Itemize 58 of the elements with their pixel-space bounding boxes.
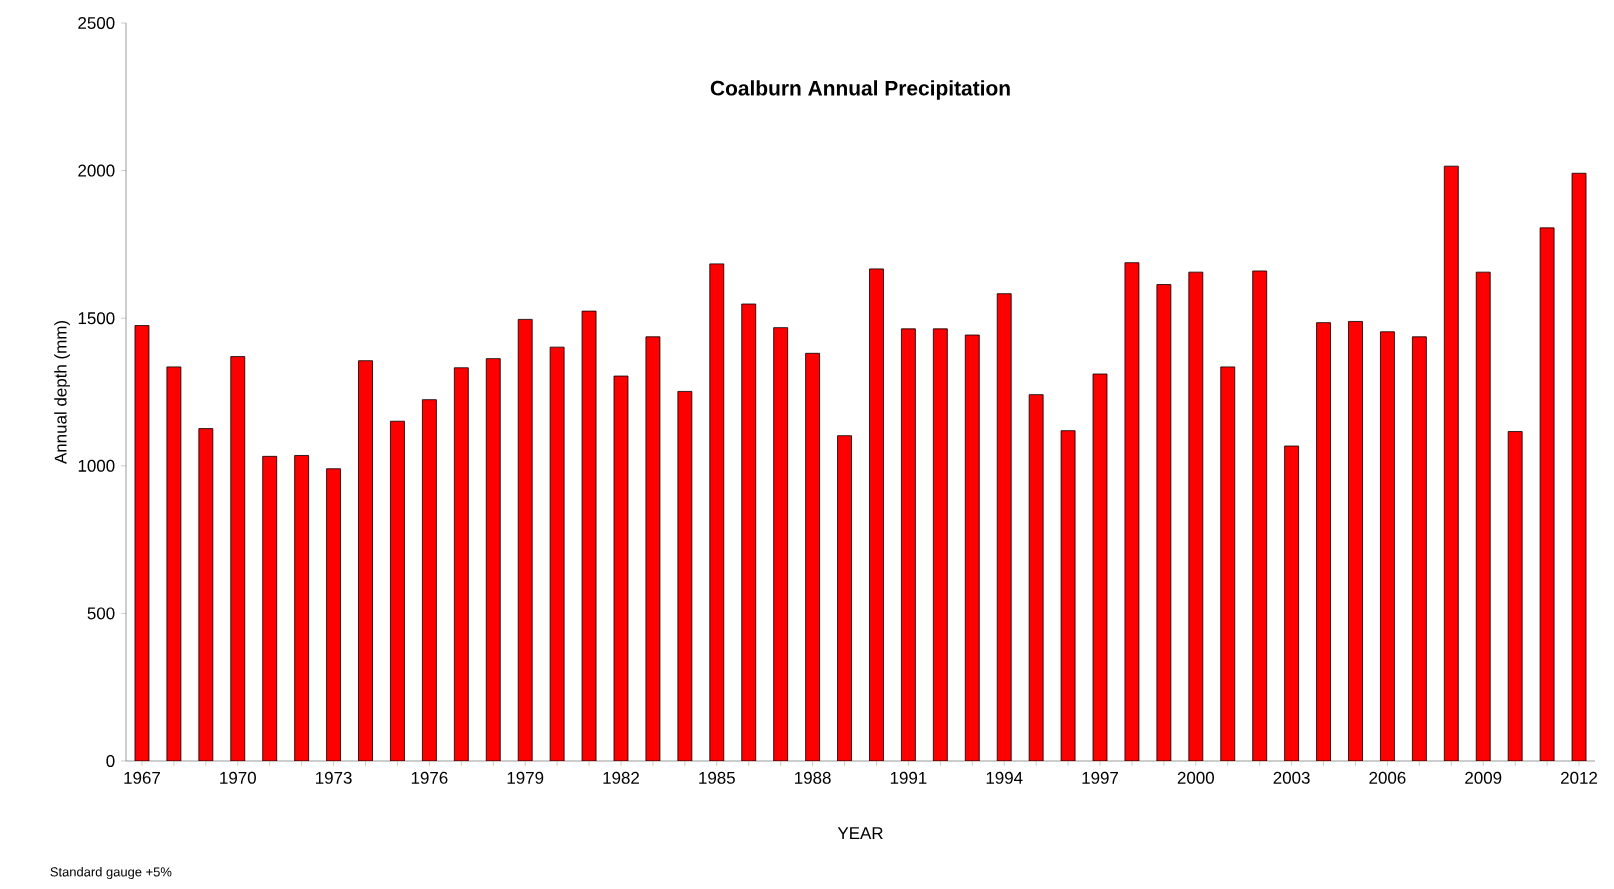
- bar: [1220, 366, 1236, 761]
- x-tick-label: 1970: [220, 771, 256, 784]
- x-tick-label: 1988: [795, 771, 831, 784]
- x-tick-label: 2000: [1177, 771, 1214, 784]
- y-tick-label: 1000: [78, 459, 115, 472]
- bar: [1443, 165, 1459, 761]
- x-tick-label: 1976: [411, 771, 448, 784]
- bar: [230, 356, 246, 761]
- bar: [485, 358, 501, 761]
- x-tick-label: 1994: [986, 771, 1023, 784]
- text: Coalburn Annual Precipitation: [710, 80, 1010, 100]
- bar: [1252, 270, 1268, 761]
- y-tick-label: 1500: [78, 312, 115, 325]
- y-tick-label: 2000: [78, 164, 115, 177]
- bar: [294, 455, 310, 761]
- bar: [741, 303, 757, 761]
- bar: [901, 328, 916, 761]
- bar: [517, 318, 533, 761]
- bar: [453, 367, 469, 761]
- bar: [805, 352, 820, 761]
- x-tick-label: 2009: [1465, 771, 1502, 784]
- x-tick-label: 1985: [699, 771, 735, 784]
- bar: [1284, 445, 1300, 761]
- x-tick-label: 2003: [1273, 771, 1310, 784]
- x-tick-label: 1991: [890, 771, 927, 784]
- bar: [964, 334, 980, 761]
- x-tick-label: 1979: [507, 771, 544, 784]
- bar: [996, 293, 1012, 761]
- y-axis-title: Annual depth (mm): [54, 321, 70, 464]
- bar: [837, 435, 852, 761]
- bar: [326, 468, 341, 761]
- bar: [1348, 321, 1363, 761]
- x-tick-label: 1973: [316, 771, 352, 784]
- y-tick-label: 500: [87, 607, 115, 620]
- bar: [198, 428, 214, 761]
- bar: [358, 360, 373, 761]
- text: Standard gauge +5%: [50, 866, 172, 880]
- bar: [1316, 322, 1331, 761]
- bar: [1411, 336, 1427, 761]
- x-tick-label: 2006: [1369, 771, 1406, 784]
- bar: [1475, 271, 1491, 761]
- x-tick-label: 1982: [603, 771, 639, 784]
- bar: [1507, 431, 1523, 761]
- x-tick-label: 1967: [124, 771, 160, 784]
- bar: [421, 399, 437, 761]
- x-tick-label: 1997: [1082, 771, 1118, 784]
- x-axis-title: YEAR: [837, 827, 883, 839]
- y-tick-label: 2500: [78, 17, 115, 29]
- bar: [773, 327, 789, 761]
- bar: [262, 455, 278, 761]
- bar: [390, 420, 405, 761]
- bar: [1188, 271, 1204, 761]
- y-tick-label: 0: [106, 755, 115, 767]
- bar: [869, 268, 884, 761]
- x-tick-label: 2012: [1561, 771, 1598, 784]
- bar: [932, 328, 948, 761]
- bar: [1380, 331, 1395, 761]
- bar: [709, 263, 725, 761]
